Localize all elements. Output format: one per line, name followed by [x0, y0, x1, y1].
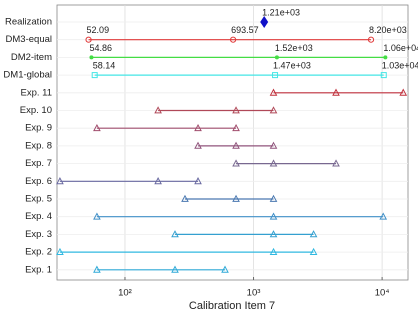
value-label: 52.09: [87, 25, 110, 35]
marker: [154, 106, 162, 114]
value-label: 8.20e+03: [369, 25, 407, 35]
marker: [181, 194, 189, 202]
marker: [272, 72, 279, 79]
marker: [194, 141, 202, 149]
marker: [56, 177, 64, 185]
y-tick-label: Exp. 6: [25, 176, 52, 187]
marker: [93, 123, 101, 132]
marker: [232, 141, 240, 149]
x-tick-label: 10³: [247, 288, 261, 299]
marker: [367, 36, 375, 43]
marker: [383, 55, 388, 60]
marker: [85, 36, 92, 43]
marker: [269, 230, 278, 238]
marker: [194, 123, 202, 132]
marker: [269, 159, 278, 167]
marker: [232, 123, 240, 132]
value-label: 58.14: [93, 60, 116, 70]
marker: [232, 106, 240, 114]
y-tick-label: Realization: [5, 17, 52, 28]
y-tick-label: DM3-equal: [6, 34, 52, 45]
x-axis-label: Calibration Item 7: [189, 300, 275, 312]
marker: [269, 212, 278, 220]
x-tick-label: 10⁴: [375, 288, 390, 299]
marker: [379, 212, 388, 220]
marker: [194, 177, 202, 185]
marker: [232, 159, 240, 167]
y-tick-label: Exp. 9: [25, 123, 52, 134]
marker: [269, 194, 278, 202]
y-tick-label: Exp. 1: [25, 264, 52, 275]
marker: [232, 194, 240, 202]
marker: [154, 177, 162, 185]
marker: [274, 55, 279, 60]
y-tick-label: Exp. 10: [20, 105, 52, 116]
marker: [91, 72, 98, 79]
value-label: 1.03e+04: [382, 60, 418, 70]
marker: [56, 247, 64, 255]
marker: [93, 212, 101, 220]
marker: [221, 265, 229, 273]
marker: [269, 88, 278, 96]
value-label: 1.52e+03: [275, 43, 313, 53]
marker: [309, 230, 318, 238]
marker: [309, 247, 318, 255]
y-tick-label: Exp. 5: [25, 194, 52, 205]
marker: [171, 265, 179, 273]
y-tick-label: DM2-item: [11, 52, 52, 63]
value-label: 54.86: [89, 43, 112, 53]
marker: [380, 72, 387, 79]
marker: [230, 36, 237, 43]
x-tick-label: 10²: [118, 288, 132, 299]
y-tick-label: Exp. 11: [20, 87, 52, 98]
marker: [260, 16, 269, 28]
marker: [171, 230, 179, 238]
marker: [269, 141, 278, 149]
y-tick-label: Exp. 7: [25, 158, 52, 169]
y-tick-label: Exp. 4: [25, 211, 52, 222]
y-tick-label: Exp. 8: [25, 140, 52, 151]
marker: [332, 159, 340, 167]
marker: [89, 55, 94, 60]
y-tick-label: DM1-global: [3, 70, 52, 81]
value-label: 1.06e+04: [383, 43, 418, 53]
marker: [399, 88, 408, 96]
value-label: 1.21e+03: [262, 7, 300, 17]
y-tick-label: Exp. 3: [25, 229, 52, 240]
marker: [93, 265, 101, 273]
marker: [332, 88, 340, 96]
marker: [269, 247, 278, 255]
value-label: 693.57: [231, 25, 259, 35]
marker: [269, 106, 278, 114]
value-label: 1.47e+03: [273, 60, 311, 70]
y-tick-label: Exp. 2: [25, 247, 52, 258]
